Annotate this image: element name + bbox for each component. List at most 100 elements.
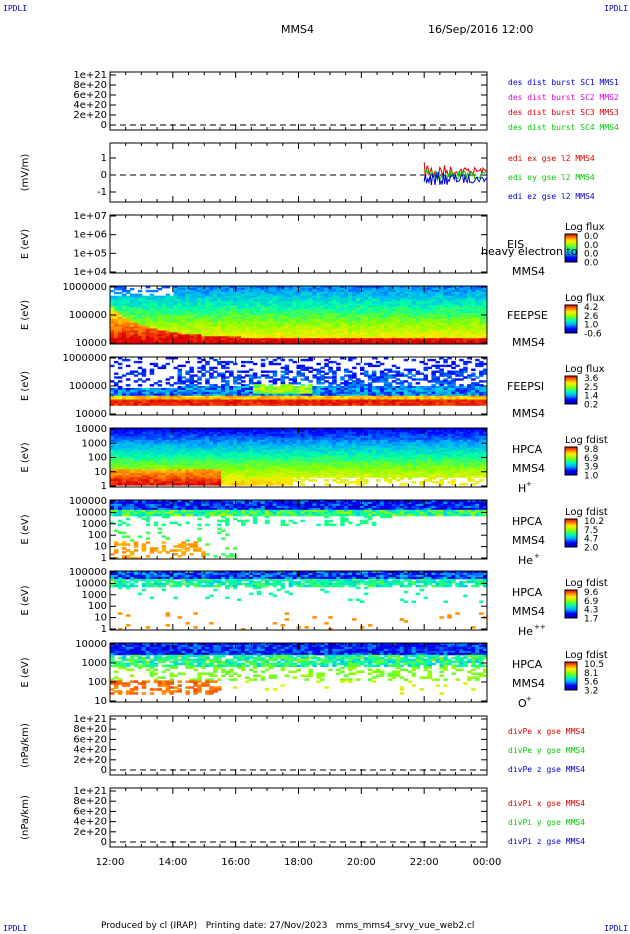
spectrogram-cell <box>336 287 341 291</box>
spectrogram-cell <box>121 322 127 326</box>
spectrogram-cell <box>229 286 234 289</box>
spectrogram-cell <box>284 311 290 314</box>
spectrogram-cell <box>225 366 230 370</box>
spectrogram-cell <box>125 428 131 431</box>
spectrogram-cell <box>110 455 115 458</box>
spectrogram-cell <box>248 330 254 333</box>
spectrogram-cell <box>292 303 297 306</box>
spectrogram-cell <box>141 399 147 402</box>
spectrogram-cell <box>336 295 341 299</box>
spectrogram-cell <box>133 340 139 343</box>
spectrogram-cell <box>209 366 214 370</box>
spectrogram-cell <box>161 309 167 312</box>
spectrogram-cell <box>288 378 294 381</box>
spectrogram-cell <box>308 297 313 300</box>
spectrogram-cell <box>272 334 278 337</box>
spectrogram-cell <box>129 332 135 335</box>
spectrogram-cell <box>244 301 250 304</box>
spectrogram-cell <box>181 297 186 300</box>
spectrogram-cell <box>213 391 218 395</box>
spectrogram-cell <box>110 443 115 447</box>
spectrogram-cell <box>181 315 186 318</box>
spectrogram-cell <box>324 386 329 389</box>
spectrogram-cell <box>391 305 397 308</box>
spectrogram-cell <box>149 463 155 466</box>
spectrogram-cell <box>173 303 178 306</box>
spectrogram-cell <box>387 386 393 389</box>
spectrogram-cell <box>213 332 218 335</box>
spectrogram-cell <box>197 338 202 341</box>
spectrogram-cell <box>439 395 444 399</box>
spectrogram-cell <box>189 324 194 328</box>
spectrogram-cell <box>451 320 456 324</box>
spectrogram-cell <box>157 336 163 339</box>
spectrogram-cell <box>213 295 218 299</box>
spectrogram-cell <box>403 387 409 391</box>
spectrogram-cell <box>431 334 436 337</box>
spectrogram-cell <box>304 303 309 306</box>
spectrogram-cell <box>463 334 468 337</box>
spectrogram-cell <box>209 389 214 393</box>
spectrogram-cell <box>300 324 305 328</box>
spectrogram-cell <box>225 403 230 406</box>
spectrogram-cell <box>411 313 417 316</box>
spectrogram-cell <box>352 382 357 385</box>
spectrogram-cell <box>483 332 488 335</box>
spectrogram-cell <box>137 301 143 304</box>
spectrogram-cell <box>157 393 163 397</box>
spectrogram-cell <box>375 305 381 308</box>
spectrogram-cell <box>121 430 127 433</box>
spectrogram-cell <box>205 316 210 320</box>
spectrogram-cell <box>209 386 214 389</box>
spectrogram-cell <box>117 397 123 400</box>
spectrogram-cell <box>475 336 480 339</box>
spectrogram-cell <box>110 338 115 341</box>
spectrogram-cell <box>403 401 409 404</box>
spectrogram-cell <box>165 397 171 400</box>
spectrogram-cell <box>252 384 258 387</box>
spectrogram-cell <box>185 309 190 312</box>
spectrogram-cell <box>157 366 163 370</box>
spectrogram-cell <box>320 318 325 322</box>
spectrogram-cell <box>455 372 460 375</box>
spectrogram-cell <box>459 342 464 345</box>
spectrogram-cell <box>185 330 190 333</box>
spectrogram-cell <box>364 332 369 335</box>
spectrogram-cell <box>276 336 282 339</box>
spectrogram-cell <box>153 301 159 304</box>
spectrogram-cell <box>407 324 413 328</box>
spectrogram-cell <box>407 382 413 385</box>
spectrogram-cell <box>379 326 385 329</box>
spectrogram-cell <box>443 378 448 381</box>
spectrogram-cell <box>185 324 190 328</box>
spectrogram-cell <box>316 332 321 335</box>
spectrogram-cell <box>185 399 190 402</box>
spectrogram-cell <box>447 313 452 316</box>
spectrogram-cell <box>443 382 448 385</box>
spectrogram-cell <box>423 318 428 322</box>
spectrogram-cell <box>336 332 341 335</box>
spectrogram-cell <box>403 295 409 299</box>
spectrogram-cell <box>435 336 440 339</box>
spectrogram-cell <box>165 393 171 397</box>
spectrogram-cell <box>443 338 448 341</box>
spectrogram-cell <box>252 393 258 397</box>
spectrogram-cell <box>153 457 159 460</box>
spectrogram-cell <box>149 324 155 328</box>
spectrogram-cell <box>360 340 365 343</box>
spectrogram-cell <box>121 320 127 324</box>
spectrogram-cell <box>431 326 436 329</box>
spectrogram-cell <box>296 293 301 297</box>
spectrogram-cell <box>169 299 174 302</box>
spectrogram-cell <box>387 389 393 393</box>
spectrogram-cell <box>332 332 337 335</box>
spectrogram-cell <box>475 401 480 404</box>
spectrogram-cell <box>173 391 178 395</box>
spectrogram-cell <box>407 342 413 345</box>
spectrogram-cell <box>169 332 174 335</box>
spectrogram-cell <box>467 315 472 318</box>
spectrogram-cell <box>475 289 480 293</box>
spectrogram-cell <box>213 322 218 326</box>
spectrogram-cell <box>467 301 472 304</box>
spectrogram-cell <box>177 380 182 383</box>
